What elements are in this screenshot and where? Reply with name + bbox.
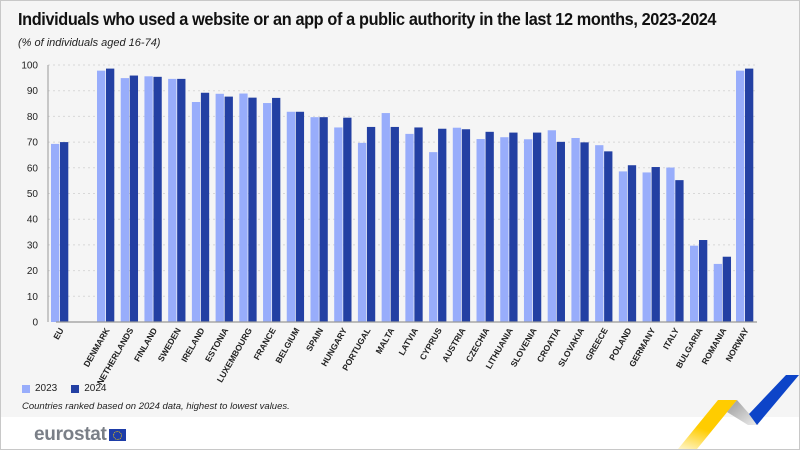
bar-spain-2024 xyxy=(319,117,328,323)
bar-estonia-2023 xyxy=(215,93,224,322)
bar-estonia-2024 xyxy=(224,96,233,323)
x-tick-label: LATVIA xyxy=(396,326,420,357)
x-tick-label: MALTA xyxy=(373,326,396,356)
x-tick-label: EU xyxy=(51,326,66,341)
bar-hungary-2023 xyxy=(334,127,343,323)
bar-malta-2024 xyxy=(390,126,399,322)
bar-malta-2023 xyxy=(381,113,390,323)
y-tick-label: 20 xyxy=(27,266,39,277)
bar-cyprus-2023 xyxy=(429,152,438,322)
bar-norway-2024 xyxy=(745,68,754,323)
bar-czechia-2024 xyxy=(485,131,494,322)
bar-finland-2024 xyxy=(153,76,162,323)
legend: 2023 2024 xyxy=(22,383,107,394)
legend-label-2023: 2023 xyxy=(35,383,58,394)
x-tick-label: BELGIUM xyxy=(273,326,301,365)
x-tick-label: POLAND xyxy=(607,326,634,362)
bar-eu-2024 xyxy=(60,142,69,322)
bar-austria-2023 xyxy=(452,127,462,322)
bar-greece-2023 xyxy=(595,145,604,322)
bar-netherlands-2023 xyxy=(120,78,130,323)
bar-belgium-2024 xyxy=(295,111,305,322)
y-tick-label: 90 xyxy=(27,86,39,97)
bar-norway-2023 xyxy=(736,70,745,323)
bar-italy-2024 xyxy=(675,180,684,322)
logo-text: eurostat xyxy=(34,424,107,445)
bar-greece-2024 xyxy=(604,151,613,322)
bar-croatia-2024 xyxy=(556,141,565,322)
bar-portugal-2024 xyxy=(366,126,376,322)
footnote: Countries ranked based on 2024 data, hig… xyxy=(22,401,290,412)
bar-poland-2023 xyxy=(618,171,628,322)
bar-bulgaria-2024 xyxy=(699,240,708,322)
eurostat-logo: eurostat xyxy=(34,424,126,446)
bar-portugal-2023 xyxy=(357,142,367,322)
y-tick-label: 60 xyxy=(27,163,39,174)
chart-title: Individuals who used a website or an app… xyxy=(18,9,717,29)
bar-slovenia-2023 xyxy=(523,139,533,322)
x-axis-labels: EU DENMARKNETHERLANDSFINLANDSWEDENIRELAND… xyxy=(51,325,751,386)
legend-swatch-2024 xyxy=(71,384,80,393)
bar-luxembourg-2023 xyxy=(239,93,248,322)
y-tick-label: 40 xyxy=(27,215,39,226)
x-tick-label: GREECE xyxy=(583,326,610,362)
bar-hungary-2024 xyxy=(343,117,352,322)
bar-netherlands-2024 xyxy=(129,75,139,322)
bar-lithuania-2023 xyxy=(500,137,509,322)
x-tick-label: ITALY xyxy=(661,326,681,351)
bar-latvia-2023 xyxy=(405,133,414,322)
bar-germany-2024 xyxy=(651,167,660,322)
legend-label-2024: 2024 xyxy=(84,383,107,394)
bar-poland-2024 xyxy=(627,165,637,322)
y-tick-label: 0 xyxy=(32,318,38,329)
bar-denmark-2023 xyxy=(97,70,106,323)
bar-denmark-2024 xyxy=(106,68,115,323)
legend-item-2024: 2024 xyxy=(71,383,107,394)
chart-subtitle: (% of individuals aged 16-74) xyxy=(18,37,161,49)
y-tick-label: 30 xyxy=(27,240,39,251)
y-tick-label: 10 xyxy=(27,292,39,303)
gridlines xyxy=(48,64,757,297)
bar-sweden-2024 xyxy=(177,78,186,323)
bar-romania-2024 xyxy=(722,256,732,322)
bar-cyprus-2024 xyxy=(438,128,447,322)
y-tick-label: 80 xyxy=(27,112,39,123)
y-tick-label: 50 xyxy=(27,189,39,200)
bar-germany-2023 xyxy=(642,172,651,322)
bars xyxy=(51,68,754,323)
bar-ireland-2024 xyxy=(200,92,210,322)
bar-france-2023 xyxy=(263,103,272,322)
legend-swatch-2023 xyxy=(22,384,30,393)
bar-croatia-2023 xyxy=(547,130,556,322)
y-tick-label: 70 xyxy=(27,138,39,149)
decorative-ribbon xyxy=(678,375,799,449)
bar-sweden-2023 xyxy=(168,78,177,323)
bar-italy-2023 xyxy=(666,167,675,322)
bar-belgium-2023 xyxy=(286,111,296,322)
x-tick-label: SPAIN xyxy=(304,326,325,353)
y-tick-label: 100 xyxy=(21,61,38,72)
bar-lithuania-2024 xyxy=(509,132,518,322)
bar-slovakia-2024 xyxy=(580,142,589,322)
x-tick-label: CYPRUS xyxy=(417,326,444,362)
bar-czechia-2023 xyxy=(476,139,485,322)
bar-austria-2024 xyxy=(461,129,471,322)
x-tick-label: FRANCE xyxy=(251,326,278,362)
bar-eu-2023 xyxy=(51,143,60,322)
bar-luxembourg-2024 xyxy=(248,97,257,322)
bar-spain-2023 xyxy=(310,117,319,323)
bar-slovakia-2023 xyxy=(571,137,580,322)
bar-finland-2023 xyxy=(144,76,153,322)
y-axis-ticks: 0 10 20 30 40 50 60 70 80 90 100 xyxy=(21,61,38,329)
legend-item-2023: 2023 xyxy=(22,383,57,394)
eu-flag-icon xyxy=(108,429,126,441)
bar-slovenia-2024 xyxy=(532,132,542,322)
bar-romania-2023 xyxy=(713,263,723,322)
bar-france-2024 xyxy=(272,97,281,322)
bar-latvia-2024 xyxy=(414,127,423,323)
bar-bulgaria-2023 xyxy=(690,245,699,322)
bar-ireland-2023 xyxy=(191,102,201,323)
